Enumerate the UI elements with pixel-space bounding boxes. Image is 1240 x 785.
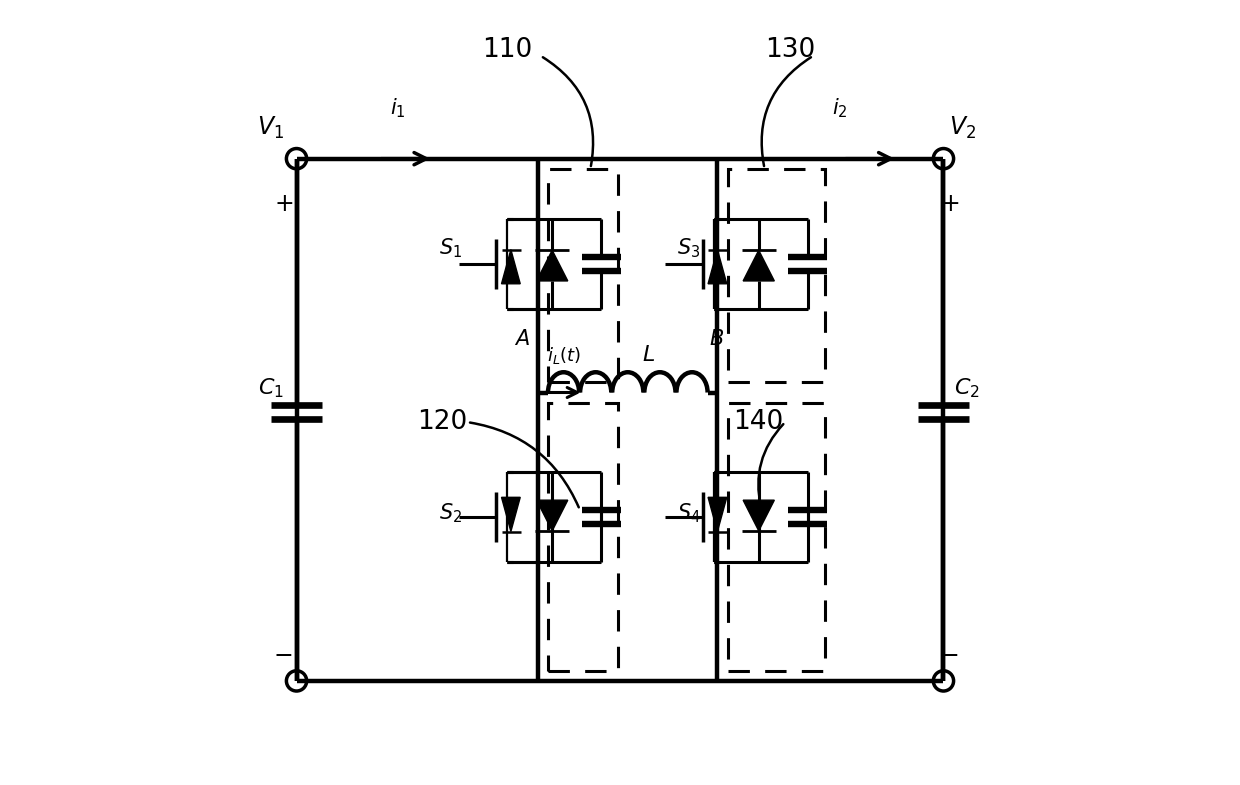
Text: $V_1$: $V_1$ xyxy=(257,115,284,141)
Polygon shape xyxy=(708,250,727,284)
Bar xyxy=(728,169,825,382)
Text: $C_2$: $C_2$ xyxy=(954,377,980,400)
Polygon shape xyxy=(537,500,568,531)
Text: 140: 140 xyxy=(734,409,784,435)
Text: +: + xyxy=(941,192,960,216)
Polygon shape xyxy=(708,498,727,531)
Text: $S_4$: $S_4$ xyxy=(677,502,701,525)
Text: $S_2$: $S_2$ xyxy=(439,502,461,525)
Text: $A$: $A$ xyxy=(513,330,529,349)
Text: 130: 130 xyxy=(765,37,815,63)
Text: $B$: $B$ xyxy=(709,330,724,349)
Polygon shape xyxy=(743,250,774,281)
Text: $C_1$: $C_1$ xyxy=(258,377,284,400)
Text: −: − xyxy=(939,644,959,668)
Text: $i_1$: $i_1$ xyxy=(391,97,405,120)
Text: $S_3$: $S_3$ xyxy=(677,236,701,260)
Polygon shape xyxy=(501,250,521,284)
Bar xyxy=(548,169,619,382)
Polygon shape xyxy=(743,500,774,531)
Polygon shape xyxy=(501,498,521,531)
Bar xyxy=(548,403,619,670)
Text: 120: 120 xyxy=(417,409,467,435)
Text: 110: 110 xyxy=(482,37,532,63)
Text: −: − xyxy=(273,644,293,668)
Text: +: + xyxy=(275,192,295,216)
Text: $i_L(t)$: $i_L(t)$ xyxy=(547,345,580,366)
Polygon shape xyxy=(537,250,568,281)
Text: $V_2$: $V_2$ xyxy=(950,115,976,141)
Text: $S_1$: $S_1$ xyxy=(439,236,461,260)
Bar xyxy=(728,403,825,670)
Text: $L$: $L$ xyxy=(641,345,655,365)
Text: $i_2$: $i_2$ xyxy=(832,97,848,120)
